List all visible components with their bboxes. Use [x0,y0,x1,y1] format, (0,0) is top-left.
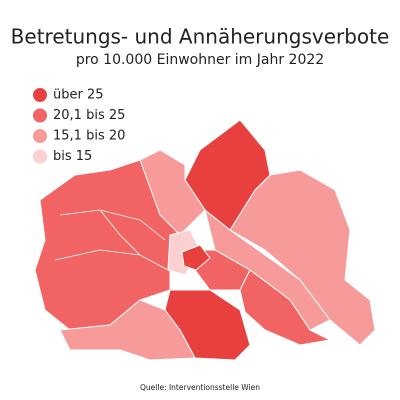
district [229,169,376,346]
title: Betretungs- und Annäherungsverbote [11,25,390,49]
map [34,119,376,361]
district [181,244,211,271]
legend-swatch [33,88,47,102]
subtitle: pro 10.000 Einwohner im Jahr 2022 [76,52,324,68]
legend-swatch [33,129,47,143]
source: Quelle: Interventionsstelle Wien [140,383,260,392]
district [139,149,206,236]
district-border [59,209,166,241]
district [239,269,331,346]
legend-label: über 25 [53,88,104,103]
district-border [99,209,141,256]
legend-label: 15,1 bis 20 [53,129,125,144]
district-border [54,249,169,271]
legend: über 25 20,1 bis 25 15,1 bis 20 bis 15 [33,88,125,164]
legend-swatch [33,149,47,164]
legend-swatch [33,108,47,123]
legend-label: bis 15 [53,149,92,164]
district [59,299,196,361]
legend-label: 20,1 bis 25 [53,108,125,123]
